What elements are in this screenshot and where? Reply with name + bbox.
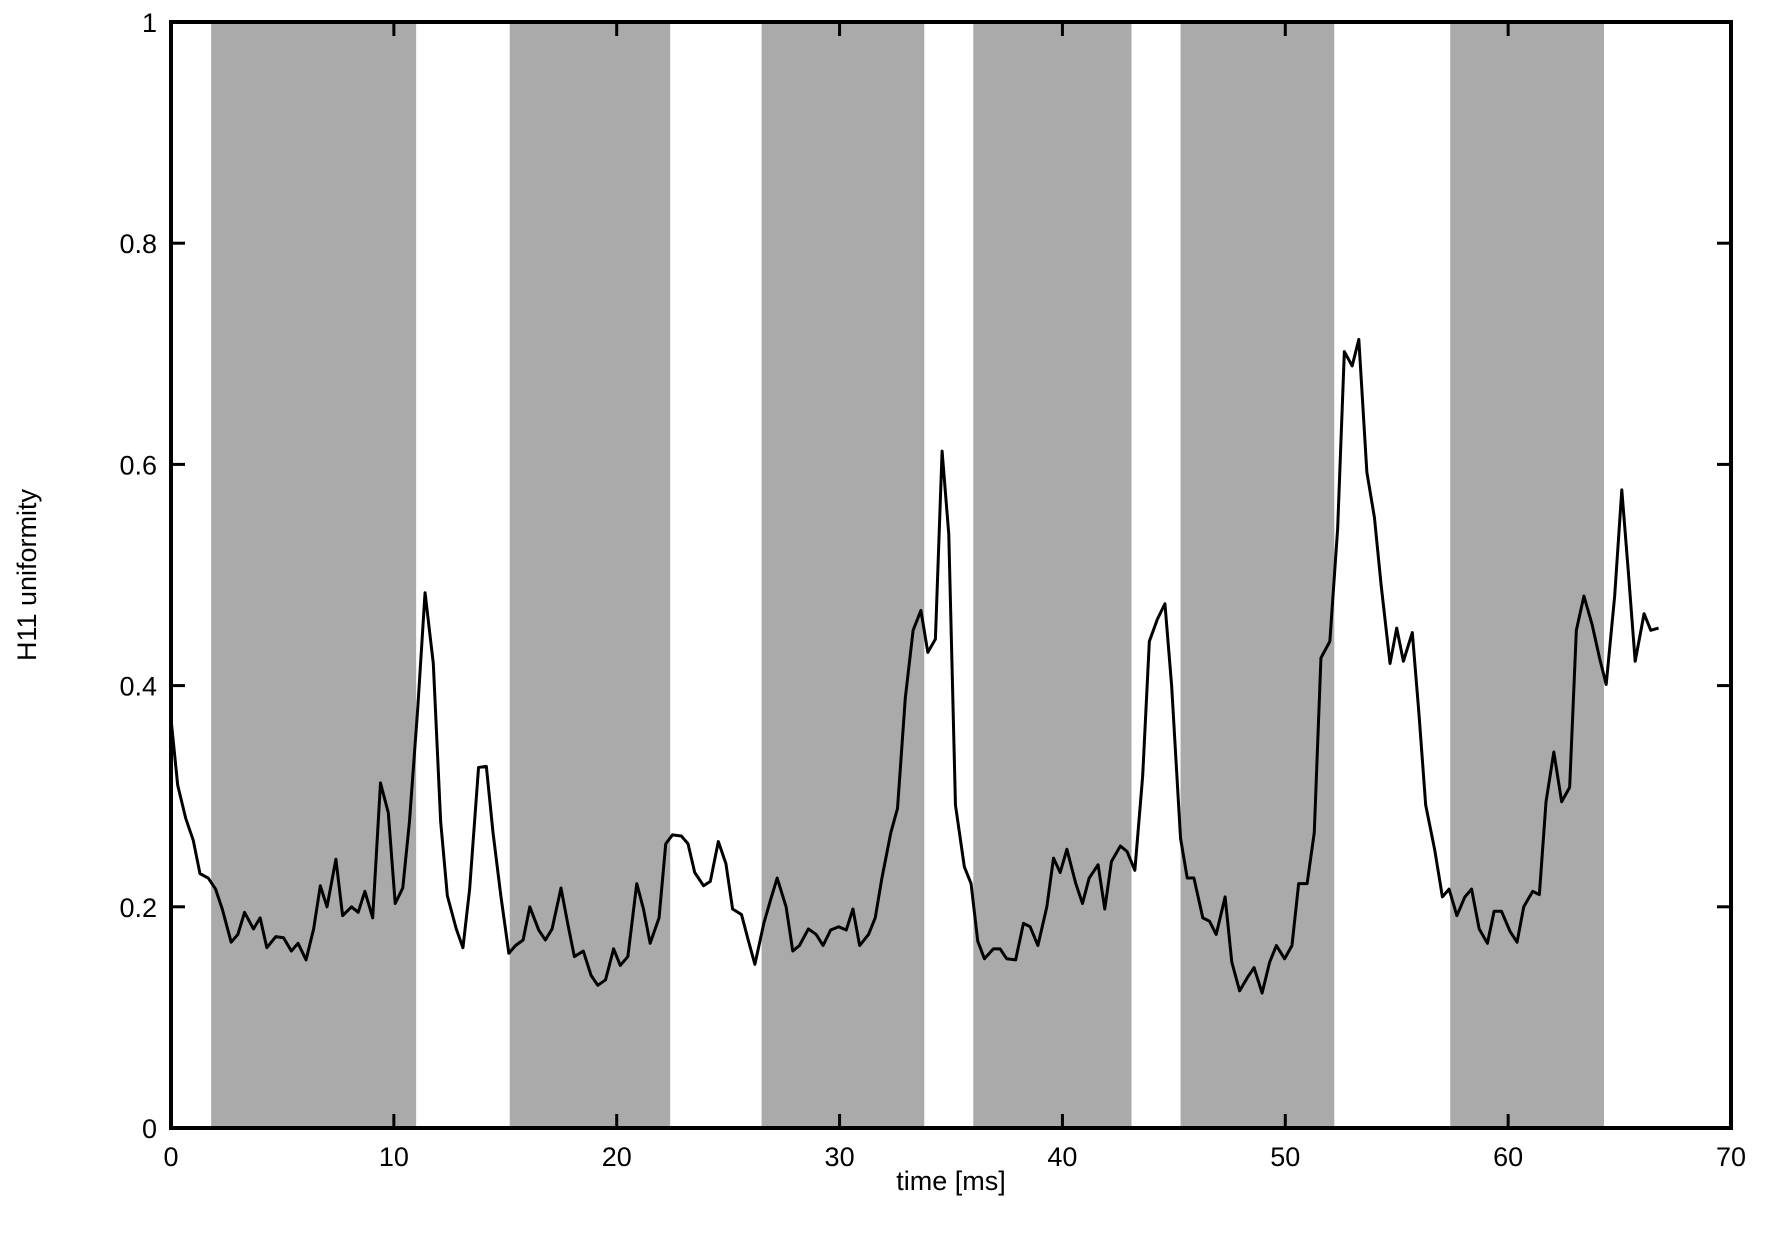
x-tick-label: 20: [602, 1142, 632, 1172]
shaded-region: [509, 22, 671, 1128]
y-tick-label: 0.2: [119, 893, 157, 923]
x-tick-label: 40: [1047, 1142, 1077, 1172]
y-tick-label: 0.8: [119, 229, 157, 259]
x-tick-label: 50: [1270, 1142, 1300, 1172]
x-tick-label: 10: [379, 1142, 409, 1172]
y-tick-label: 0.6: [119, 450, 157, 480]
y-tick-label: 0: [142, 1114, 157, 1144]
plot-frame: [169, 20, 1733, 1130]
shaded-region: [1180, 22, 1335, 1128]
x-tick-label: 70: [1716, 1142, 1746, 1172]
shaded-region: [211, 22, 417, 1128]
shaded-region: [1450, 22, 1604, 1128]
x-tick-label: 0: [163, 1142, 178, 1172]
data-line: [169, 337, 1659, 995]
x-tick-label: 30: [825, 1142, 855, 1172]
y-tick-label: 0.4: [119, 672, 157, 702]
shaded-region: [761, 22, 925, 1128]
x-axis-title: time [ms]: [896, 1166, 1006, 1196]
y-axis-title: H11 uniformity: [12, 488, 42, 661]
y-tick-label: 1: [142, 8, 157, 38]
x-tick-label: 60: [1493, 1142, 1523, 1172]
shaded-region: [973, 22, 1132, 1128]
